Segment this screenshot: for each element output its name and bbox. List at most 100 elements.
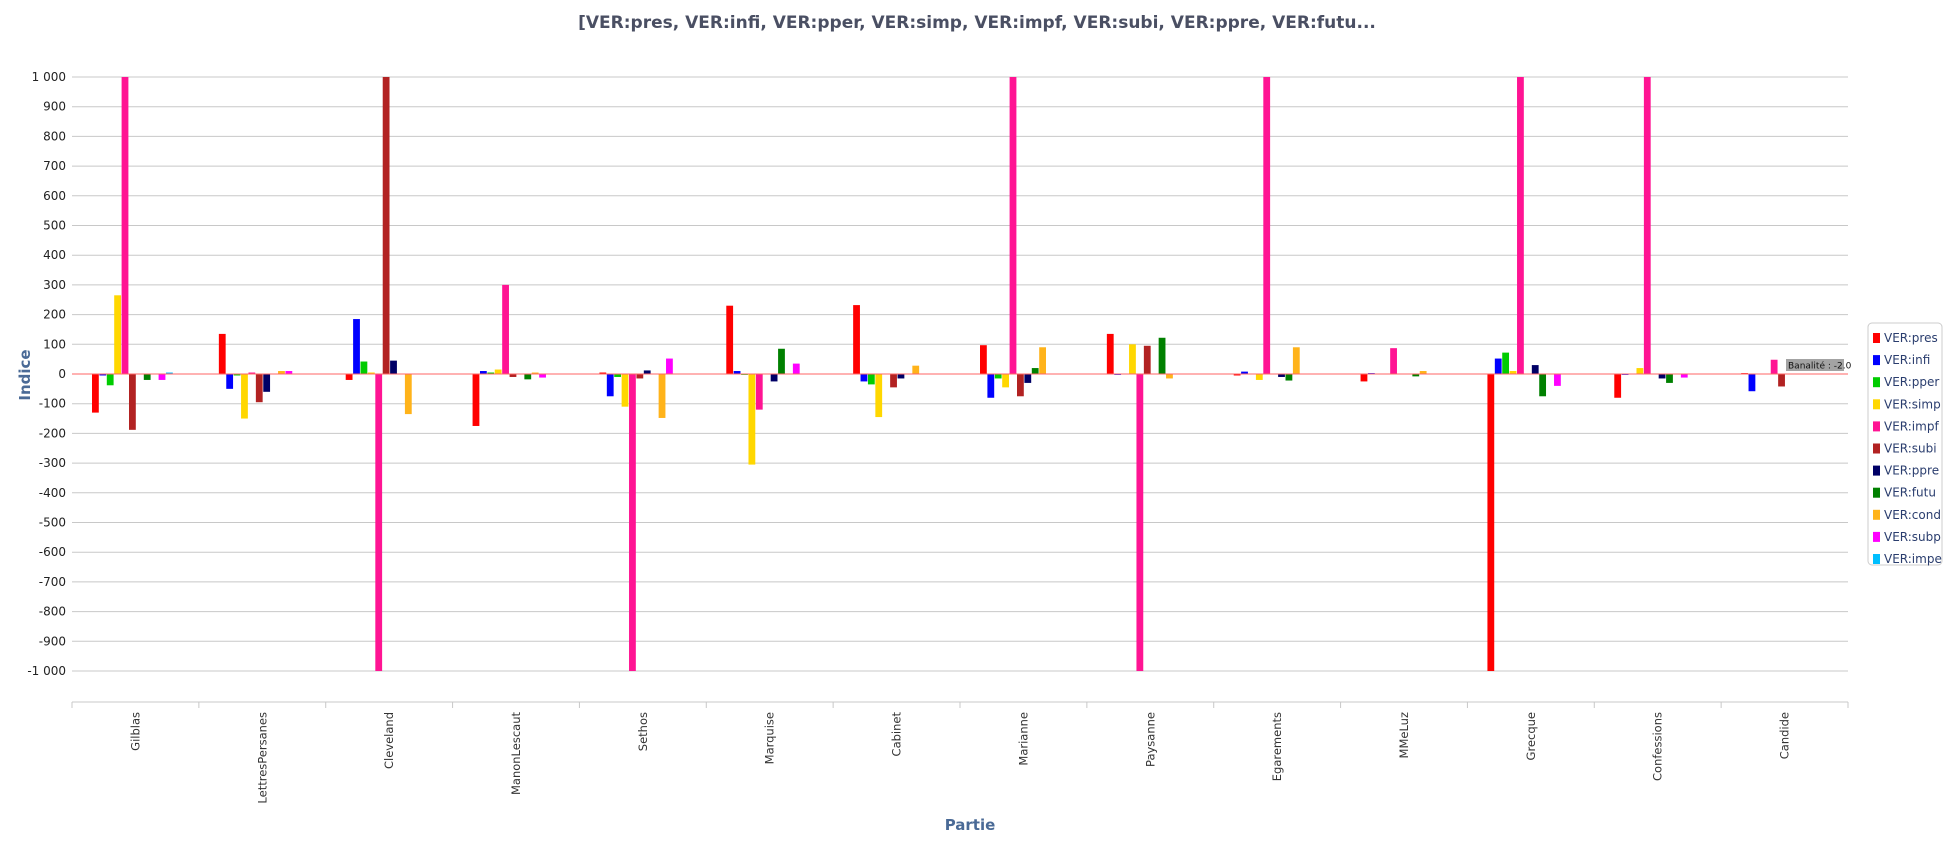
bar: [99, 374, 107, 376]
annotation-text: Banalité : -2.0: [1788, 361, 1852, 372]
legend-swatch: [1873, 421, 1880, 432]
x-tick-label: Marquise: [763, 712, 777, 764]
bar: [404, 374, 412, 415]
bar: [114, 295, 121, 374]
bars: [92, 77, 1785, 671]
x-tick-label: Confessions: [1651, 712, 1665, 781]
bar: [629, 374, 636, 671]
bar: [1494, 358, 1502, 374]
bar: [1158, 337, 1166, 374]
bar: [1292, 347, 1300, 374]
bar: [912, 365, 920, 374]
bar: [658, 374, 666, 418]
bar: [614, 374, 622, 377]
legend-swatch: [1873, 509, 1880, 520]
bar: [1502, 352, 1510, 374]
bar: [1233, 374, 1241, 376]
bar: [770, 374, 778, 382]
x-axis: [71, 701, 1849, 708]
legend-swatch: [1873, 531, 1880, 542]
legend-label: VER:impe: [1884, 552, 1942, 566]
x-tick-label: Paysanne: [1143, 712, 1157, 767]
bar: [226, 374, 234, 389]
y-tick-label: 1 000: [32, 70, 66, 84]
bar: [1009, 77, 1017, 374]
bar: [1539, 374, 1547, 397]
bar: [1017, 374, 1024, 397]
bar: [345, 374, 353, 380]
x-tick-label: Cabinet: [890, 712, 904, 757]
bar: [1419, 371, 1427, 374]
bar: [875, 374, 883, 418]
legend: VER:pres VER:infi VER:pper VER:simp VER:impf…: [1867, 322, 1943, 566]
x-tick-labels: Gilblas LettresPersanes Cleveland ManonLesc…: [128, 712, 1791, 804]
bar: [241, 374, 248, 419]
bar: [1278, 374, 1285, 377]
x-tick-label: Egarements: [1270, 712, 1284, 781]
bar: [1285, 374, 1293, 381]
legend-label: VER:pres: [1884, 331, 1938, 345]
bar: [1658, 374, 1666, 379]
bar: [248, 372, 256, 374]
y-tick-label: 400: [43, 248, 66, 262]
bar: [666, 358, 673, 374]
bar: [285, 371, 293, 374]
bar: [255, 374, 263, 403]
bar: [890, 374, 897, 388]
bar: [1390, 348, 1397, 374]
bar: [367, 372, 375, 374]
bar: [1136, 374, 1144, 671]
x-tick-label: ManonLescaut: [509, 712, 523, 796]
bar: [1643, 77, 1651, 374]
y-tick-label: -900: [39, 634, 66, 648]
bar: [278, 371, 285, 374]
bar: [539, 374, 546, 378]
bar: [106, 374, 114, 386]
x-axis-title: Partie: [945, 816, 996, 834]
bar: [643, 370, 651, 374]
bar: [1412, 374, 1420, 377]
bar: [479, 371, 487, 374]
y-tick-label: -600: [39, 545, 66, 559]
legend-box: [1867, 322, 1943, 566]
bar: [1002, 374, 1009, 388]
bar: [233, 374, 241, 376]
bar: [1166, 374, 1173, 379]
y-tick-labels: 1 0009008007006005004003002001000-100-20…: [27, 70, 66, 678]
bar: [382, 77, 390, 374]
y-tick-label: 200: [43, 308, 66, 322]
legend-swatch: [1873, 377, 1880, 388]
bar: [1531, 365, 1539, 374]
bar: [1517, 77, 1524, 374]
y-tick-label: 0: [58, 367, 66, 381]
bar: [897, 374, 905, 379]
bar: [1143, 345, 1151, 374]
legend-label: VER:subp: [1884, 530, 1941, 544]
bar: [158, 374, 166, 380]
bar: [1031, 368, 1039, 374]
bar: [487, 372, 495, 374]
bar: [853, 305, 860, 374]
x-tick-label: Cleveland: [382, 712, 396, 769]
y-tick-label: 600: [43, 189, 66, 203]
legend-label: VER:ppre: [1884, 464, 1939, 478]
bar: [166, 372, 173, 374]
legend-label: VER:impf: [1884, 419, 1939, 433]
y-tick-label: -800: [39, 605, 66, 619]
bar: [360, 361, 368, 374]
bar: [860, 374, 868, 382]
bar: [726, 305, 734, 374]
bar: [987, 374, 995, 398]
x-tick-label: Grecque: [1524, 712, 1538, 760]
bar: [531, 372, 539, 374]
legend-label: VER:futu: [1884, 486, 1936, 500]
bar: [1666, 374, 1673, 383]
x-tick-label: MMeLuz: [1397, 712, 1411, 758]
bar: [1024, 374, 1032, 383]
y-tick-label: -300: [39, 456, 66, 470]
legend-swatch: [1873, 399, 1880, 410]
bar: [1748, 374, 1756, 392]
y-tick-label: 700: [43, 159, 66, 173]
bar: [1770, 359, 1778, 374]
